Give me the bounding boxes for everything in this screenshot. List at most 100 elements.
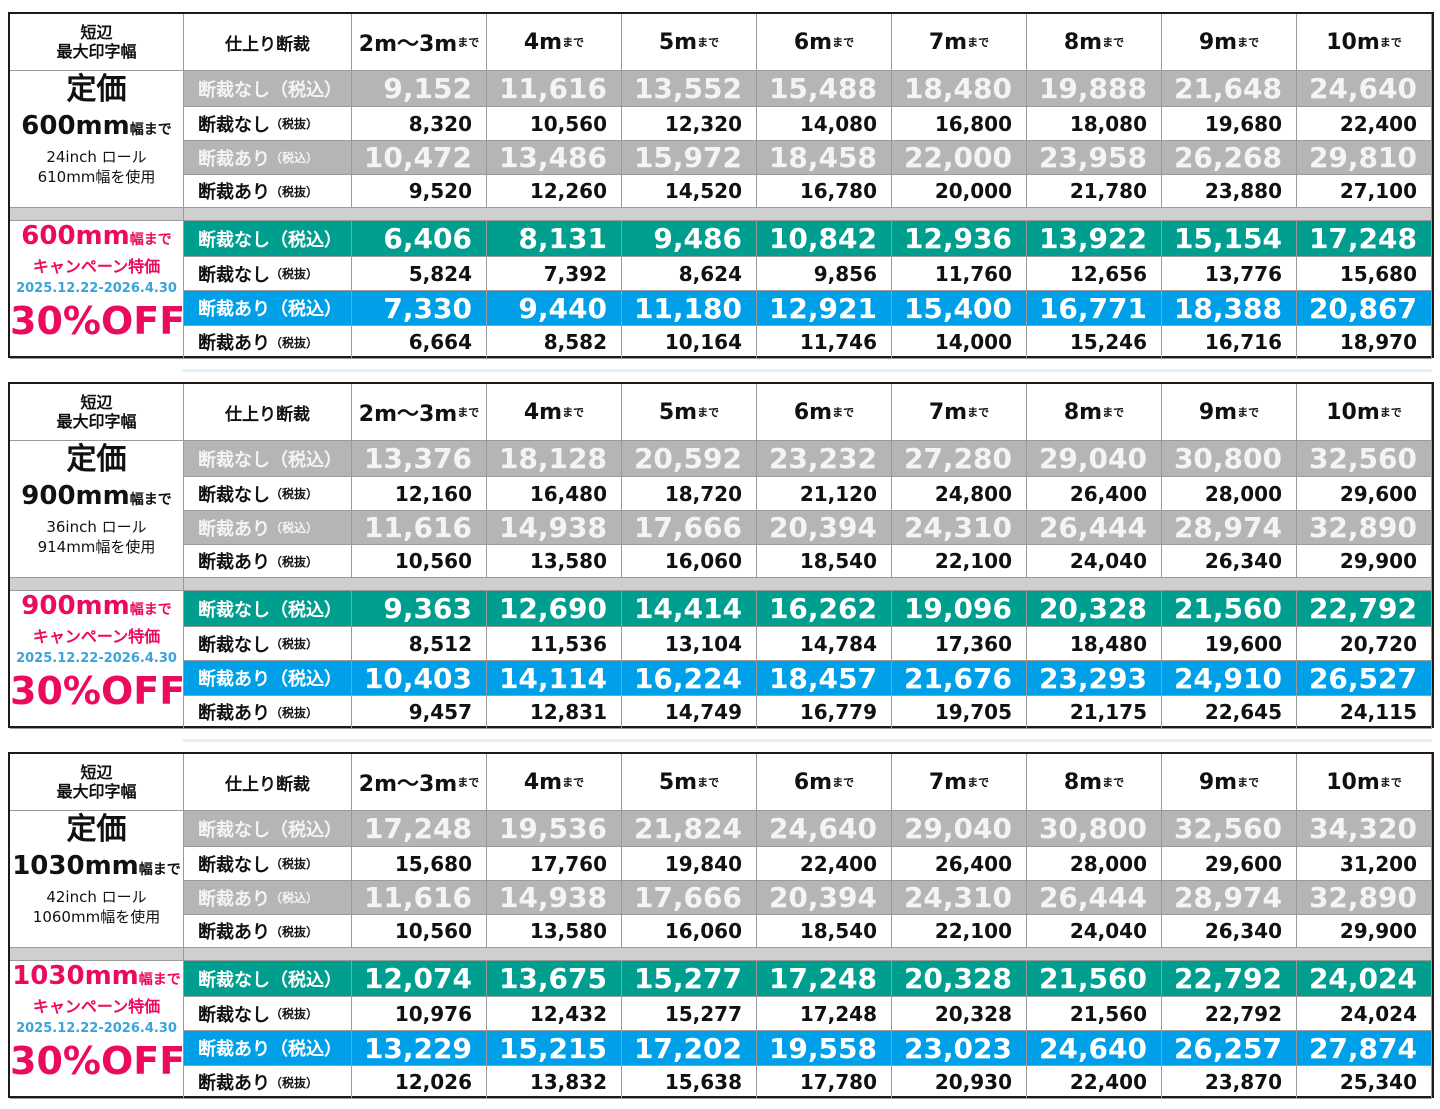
- length-suffix: まで: [1237, 776, 1260, 789]
- price-cell: 27,874: [1297, 1031, 1432, 1066]
- row-label-tax: （税込）: [270, 669, 342, 690]
- header-length: 10m まで: [1297, 14, 1432, 71]
- price-cell: 10,560: [487, 107, 622, 141]
- price-cell: 13,376: [352, 441, 487, 477]
- price-cell: 11,616: [352, 511, 487, 545]
- length-suffix: まで: [1237, 36, 1260, 49]
- length-value: 5m: [658, 29, 698, 55]
- price-cell: 24,640: [1297, 71, 1432, 107]
- price-cell: 24,640: [757, 811, 892, 847]
- price-cell: 20,328: [892, 997, 1027, 1031]
- price-cell: 10,403: [352, 661, 487, 696]
- price-cell: 24,310: [892, 881, 1027, 915]
- price-cell: 13,580: [487, 915, 622, 948]
- price-cell: 10,976: [352, 997, 487, 1031]
- row-label-tax: （税抜）: [270, 117, 319, 131]
- row-label-main: 断裁なし: [198, 599, 270, 621]
- row-label: 断裁あり （税抜）: [184, 915, 352, 948]
- price-cell: 20,930: [892, 1066, 1027, 1099]
- price-cell: 17,248: [352, 811, 487, 847]
- header-length: 2m〜3m まで: [352, 14, 487, 71]
- price-cell: 20,328: [1027, 591, 1162, 627]
- price-cell: 24,640: [1027, 1031, 1162, 1066]
- price-cell: 22,792: [1162, 961, 1297, 997]
- price-cell: 18,458: [757, 141, 892, 175]
- header-length: 7m まで: [892, 14, 1027, 71]
- row-label-main: 断裁あり: [198, 299, 270, 320]
- campaign-label: キャンペーン特価: [32, 627, 161, 646]
- campaign-label: キャンペーン特価: [32, 997, 161, 1016]
- length-suffix: まで: [457, 776, 480, 789]
- price-cell: 13,229: [352, 1031, 487, 1066]
- row-label-main: 断裁あり: [198, 888, 270, 910]
- roll-size: 42inch ロール: [46, 888, 147, 906]
- length-suffix: まで: [1102, 776, 1125, 789]
- header-length: 4m まで: [487, 384, 622, 441]
- campaign-block: 600mm幅まで キャンペーン特価 2025.12.22-2026.4.30 30%O…: [10, 221, 185, 359]
- length-value: 2m〜3m: [358, 772, 458, 797]
- price-cell: 29,900: [1297, 545, 1432, 578]
- row-label: 断裁あり （税抜）: [184, 326, 352, 359]
- price-cell: 20,592: [622, 441, 757, 477]
- price-cell: 9,486: [622, 221, 757, 257]
- row-label-main: 断裁なし: [198, 634, 270, 656]
- price-cell: 20,867: [1297, 291, 1432, 326]
- regular-price-title: 定価: [66, 72, 127, 107]
- price-cell: 26,340: [1162, 545, 1297, 578]
- price-cell: 18,720: [622, 477, 757, 511]
- regular-price-block: 定価 900mm幅まで 36inch ロール 914mm幅を使用: [10, 441, 184, 578]
- price-cell: 21,824: [622, 811, 757, 847]
- header-length: 8m まで: [1027, 384, 1162, 441]
- row-label-tax: （税抜）: [270, 1007, 319, 1021]
- price-cell: 24,910: [1162, 661, 1297, 696]
- spacer: [10, 578, 184, 591]
- row-label-main: 断裁なし: [198, 449, 270, 471]
- width-suffix: 幅まで: [129, 602, 172, 618]
- width-value: 600mm: [21, 221, 130, 251]
- row-label-main: 断裁なし: [198, 1004, 270, 1026]
- row-label-main: 断裁なし: [198, 854, 270, 876]
- price-cell: 23,880: [1162, 175, 1297, 208]
- price-cell: 17,248: [757, 997, 892, 1031]
- row-label: 断裁あり （税抜）: [184, 545, 352, 578]
- row-label-main: 断裁あり: [198, 518, 270, 540]
- price-cell: 32,890: [1297, 881, 1432, 915]
- price-cell: 10,472: [352, 141, 487, 175]
- row-label-tax: （税込）: [270, 229, 342, 251]
- price-table: 短辺 最大印字幅 仕上り断裁 2m〜3m まで 4m まで 5m まで 6m まで 7m まで 8m まで 9…: [8, 12, 1434, 359]
- price-cell: 22,100: [892, 915, 1027, 948]
- length-value: 4m: [523, 29, 563, 55]
- price-cell: 12,936: [892, 221, 1027, 257]
- price-cell: 32,560: [1297, 441, 1432, 477]
- price-cell: 30,800: [1162, 441, 1297, 477]
- row-label-main: 断裁あり: [198, 182, 270, 203]
- regular-price-block: 定価 600mm幅まで 24inch ロール 610mm幅を使用: [10, 71, 184, 208]
- price-cell: 21,676: [892, 661, 1027, 696]
- price-table: 短辺 最大印字幅 仕上り断裁 2m〜3m まで 4m まで 5m まで 6m まで 7m まで 8m まで 9…: [8, 752, 1434, 1099]
- price-cell: 15,488: [757, 71, 892, 107]
- price-cell: 16,716: [1162, 326, 1297, 359]
- row-label: 断裁なし （税抜）: [184, 257, 352, 291]
- row-label-main: 断裁なし: [198, 969, 270, 991]
- header-length: 4m まで: [487, 14, 622, 71]
- campaign-width: 900mm幅まで: [10, 591, 183, 625]
- price-cell: 24,040: [1027, 915, 1162, 948]
- row-label-tax: （税込）: [270, 299, 342, 320]
- price-cell: 6,406: [352, 221, 487, 257]
- row-label-tax: （税込）: [270, 819, 342, 841]
- price-cell: 26,527: [1297, 661, 1432, 696]
- price-cell: 20,000: [892, 175, 1027, 208]
- header-length: 8m まで: [1027, 14, 1162, 71]
- row-label: 断裁なし （税抜）: [184, 477, 352, 511]
- price-cell: 9,520: [352, 175, 487, 208]
- price-cell: 27,280: [892, 441, 1027, 477]
- price-cell: 11,616: [487, 71, 622, 107]
- price-cell: 26,444: [1027, 511, 1162, 545]
- length-value: 5m: [658, 769, 698, 795]
- price-cell: 21,780: [1027, 175, 1162, 208]
- price-cell: 23,023: [892, 1031, 1027, 1066]
- price-cell: 32,560: [1162, 811, 1297, 847]
- price-cell: 26,268: [1162, 141, 1297, 175]
- price-cell: 9,856: [757, 257, 892, 291]
- price-cell: 18,128: [487, 441, 622, 477]
